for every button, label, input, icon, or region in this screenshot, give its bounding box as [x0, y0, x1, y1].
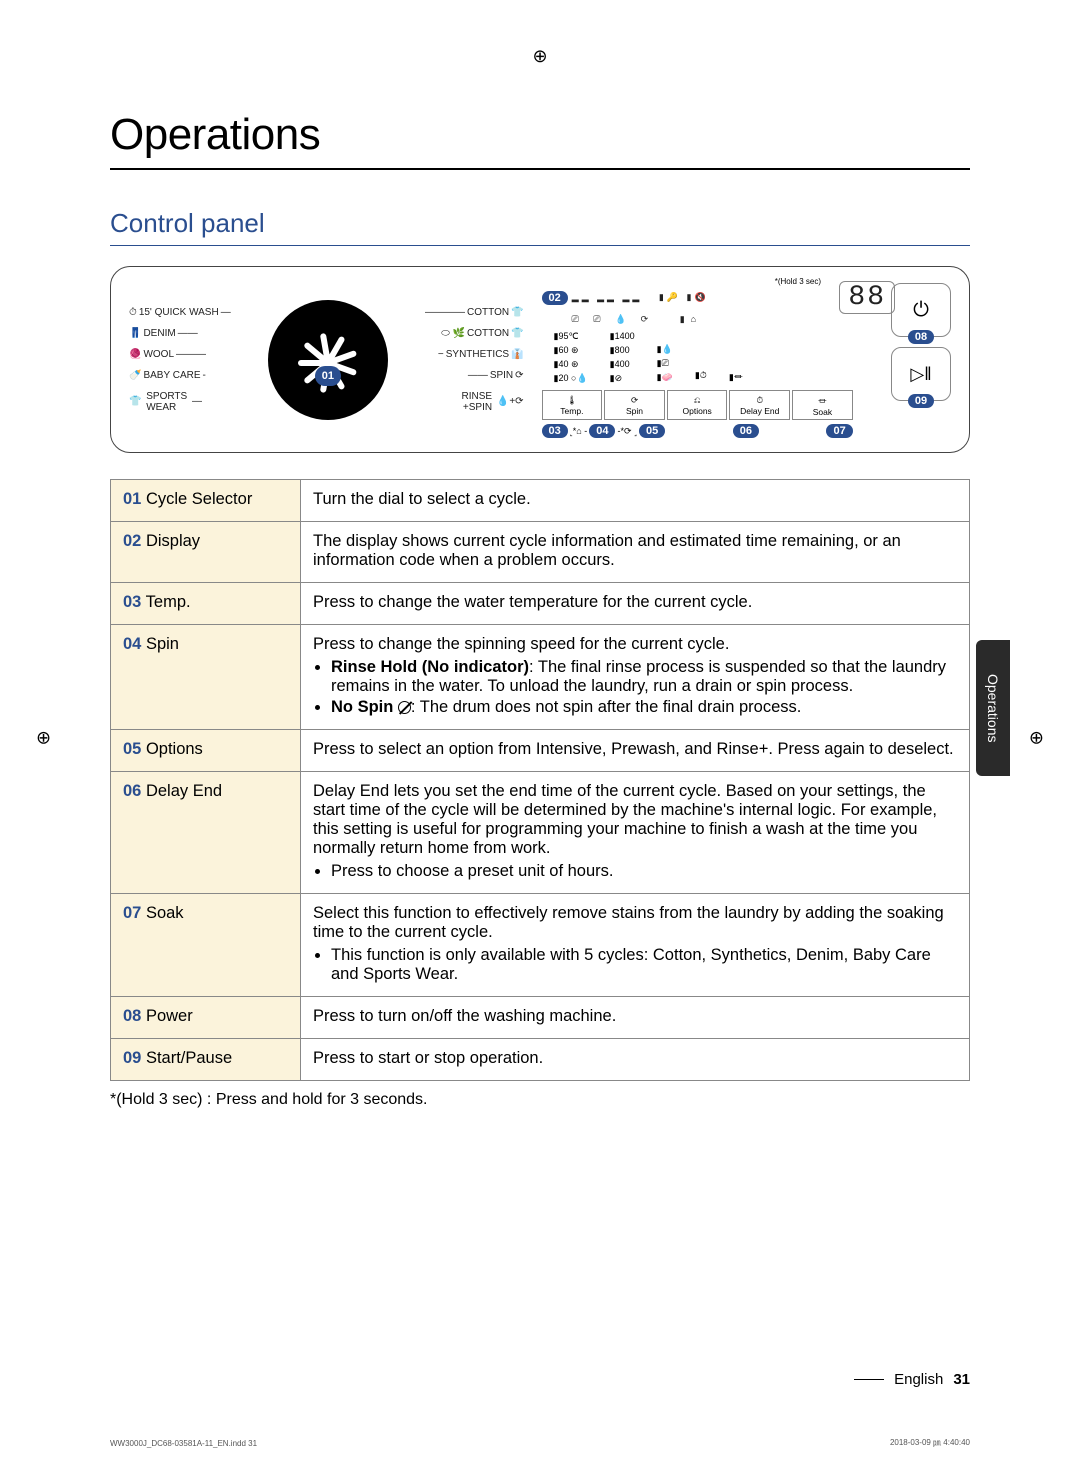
- temp-value: ▮20 ○💧: [554, 373, 588, 384]
- row-desc-cell: Press to change the spinning speed for t…: [301, 625, 970, 730]
- dial-area: ⏱ 15' QUICK WASH ― 👖 DENIM ―― 🧶 WOOL ―――…: [129, 281, 524, 438]
- program-label: 👖 DENIM ――: [129, 328, 231, 339]
- display-icons: ⎚ ⎚ 💧 ⟳ ▮⌂: [572, 314, 703, 325]
- section-underline: [110, 245, 970, 246]
- options-button: ⎌Options: [667, 390, 728, 420]
- row-id-cell: 08 Power: [111, 997, 301, 1039]
- doc-code-right: 2018-03-09 ㏘ 4:40:40: [890, 1437, 970, 1448]
- badge-06: 06: [733, 424, 759, 438]
- badge-08: 08: [908, 330, 934, 344]
- spin-value: ▮⊘: [610, 373, 635, 384]
- table-row: 05 OptionsPress to select an option from…: [111, 730, 970, 772]
- program-label: − SYNTHETICS 👔: [438, 349, 524, 360]
- spin-value: ▮1400: [610, 331, 635, 342]
- spin-value: ▮800: [610, 345, 635, 356]
- table-row: 02 DisplayThe display shows current cycl…: [111, 522, 970, 583]
- row-desc-cell: Press to start or stop operation.: [301, 1039, 970, 1081]
- option-icon: ▮⏱: [695, 370, 707, 381]
- program-label: 🍼 BABY CARE -: [129, 370, 231, 381]
- table-row: 03 Temp.Press to change the water temper…: [111, 583, 970, 625]
- title-underline: [110, 168, 970, 170]
- table-row: 07 SoakSelect this function to effective…: [111, 894, 970, 997]
- table-row: 09 Start/PausePress to start or stop ope…: [111, 1039, 970, 1081]
- footer-page-number: 31: [953, 1371, 970, 1388]
- row-desc-cell: Press to change the water temperature fo…: [301, 583, 970, 625]
- side-tab: Operations: [976, 640, 1010, 776]
- row-id-cell: 09 Start/Pause: [111, 1039, 301, 1081]
- option-icon: ▮🧼: [657, 372, 673, 383]
- registration-mark: ⊕: [1029, 728, 1044, 749]
- right-programs: ―――― COTTON 👕 ⬭ 🌿COTTON 👕 − SYNTHETICS 👔…: [425, 307, 524, 413]
- hold-note: *(Hold 3 sec): [775, 277, 821, 286]
- start-pause-button: ▷‖ 09: [891, 347, 951, 401]
- temp-value: ▮40 ⊛: [554, 359, 588, 370]
- spin-value: ▮400: [610, 359, 635, 370]
- table-row: 06 Delay EndDelay End lets you set the e…: [111, 772, 970, 894]
- table-row: 04 SpinPress to change the spinning spee…: [111, 625, 970, 730]
- program-label: 🧶 WOOL ―――: [129, 349, 231, 360]
- row-desc-cell: Press to select an option from Intensive…: [301, 730, 970, 772]
- page-title: Operations: [110, 110, 970, 160]
- cycle-dial: 01: [268, 300, 388, 420]
- section-title: Control panel: [110, 208, 970, 239]
- row-desc-cell: The display shows current cycle informat…: [301, 522, 970, 583]
- table-row: 01 Cycle SelectorTurn the dial to select…: [111, 480, 970, 522]
- dial-badge: 01: [315, 366, 341, 386]
- badge-04: 04: [589, 424, 615, 438]
- spin-button: ⟳Spin: [604, 390, 665, 420]
- badge-sep: ˻*⌂ -: [570, 426, 587, 436]
- row-id-cell: 06 Delay End: [111, 772, 301, 894]
- controls-table: 01 Cycle SelectorTurn the dial to select…: [110, 479, 970, 1081]
- program-label: 👕 SPORTS WEAR ―: [129, 391, 231, 413]
- temp-button: 🌡Temp.: [542, 390, 603, 420]
- row-desc-cell: Select this function to effectively remo…: [301, 894, 970, 997]
- row-id-cell: 01 Cycle Selector: [111, 480, 301, 522]
- row-id-cell: 05 Options: [111, 730, 301, 772]
- registration-mark: ⊕: [36, 728, 51, 749]
- row-id-cell: 07 Soak: [111, 894, 301, 997]
- delay-end-button: ⏱Delay End: [729, 390, 790, 420]
- button-badges: 03 ˻*⌂ - 04 -*⟳ ˼ 05 06 07: [542, 424, 853, 438]
- program-label: ⏱ 15' QUICK WASH ―: [129, 307, 231, 318]
- row-desc-cell: Press to turn on/off the washing machine…: [301, 997, 970, 1039]
- row-desc-cell: Delay End lets you set the end time of t…: [301, 772, 970, 894]
- option-icon: ▮⎚: [657, 358, 673, 369]
- row-desc-cell: Turn the dial to select a cycle.: [301, 480, 970, 522]
- soak-button: ⏛Soak: [792, 390, 853, 420]
- badge-09: 09: [908, 394, 934, 408]
- row-id-cell: 03 Temp.: [111, 583, 301, 625]
- power-icon: ⏻: [913, 299, 929, 322]
- display-badge: 02: [542, 291, 568, 305]
- footer-language: English: [894, 1371, 943, 1388]
- start-pause-icon: ▷‖: [910, 364, 931, 385]
- program-label: ―― SPIN ⟳: [468, 370, 524, 381]
- button-row: 🌡Temp. ⟳Spin ⎌Options ⏱Delay End ⏛Soak: [542, 390, 853, 420]
- row-id-cell: 04 Spin: [111, 625, 301, 730]
- table-row: 08 PowerPress to turn on/off the washing…: [111, 997, 970, 1039]
- row-id-cell: 02 Display: [111, 522, 301, 583]
- display-88: 88: [839, 281, 895, 314]
- footnote: *(Hold 3 sec) : Press and hold for 3 sec…: [110, 1091, 970, 1109]
- badge-03: 03: [542, 424, 568, 438]
- doc-code-left: WW3000J_DC68-03581A-11_EN.indd 31: [110, 1439, 257, 1448]
- page-footer: English 31: [854, 1371, 970, 1388]
- temp-value: ▮60 ⊛: [554, 345, 588, 356]
- program-label: ⬭ 🌿COTTON 👕: [441, 328, 523, 339]
- badge-07: 07: [826, 424, 852, 438]
- display-area: *(Hold 3 sec) 02 ▂▂ ▂▂ ▂▂ ▮🔑 ▮🔇 88 ⎚ ⎚ 💧…: [542, 281, 951, 438]
- control-panel-diagram: ⏱ 15' QUICK WASH ― 👖 DENIM ―― 🧶 WOOL ―――…: [110, 266, 970, 453]
- option-icon: ▮⏛: [729, 370, 743, 383]
- left-programs: ⏱ 15' QUICK WASH ― 👖 DENIM ―― 🧶 WOOL ―――…: [129, 307, 231, 413]
- registration-mark: ⊕: [532, 46, 547, 67]
- temp-value: ▮95℃: [554, 331, 588, 342]
- badge-05: 05: [639, 424, 665, 438]
- side-buttons: ⏻ 08 ▷‖ 09: [891, 283, 951, 401]
- badge-sep: -*⟳ ˼: [617, 426, 637, 437]
- option-icon: ▮💧: [657, 344, 673, 355]
- power-button: ⏻ 08: [891, 283, 951, 337]
- program-label: RINSE +SPIN 💧+⟳: [462, 391, 524, 413]
- program-label: ―――― COTTON 👕: [425, 307, 524, 318]
- display-segments: ▂▂ ▂▂ ▂▂ ▮🔑 ▮🔇: [572, 292, 709, 303]
